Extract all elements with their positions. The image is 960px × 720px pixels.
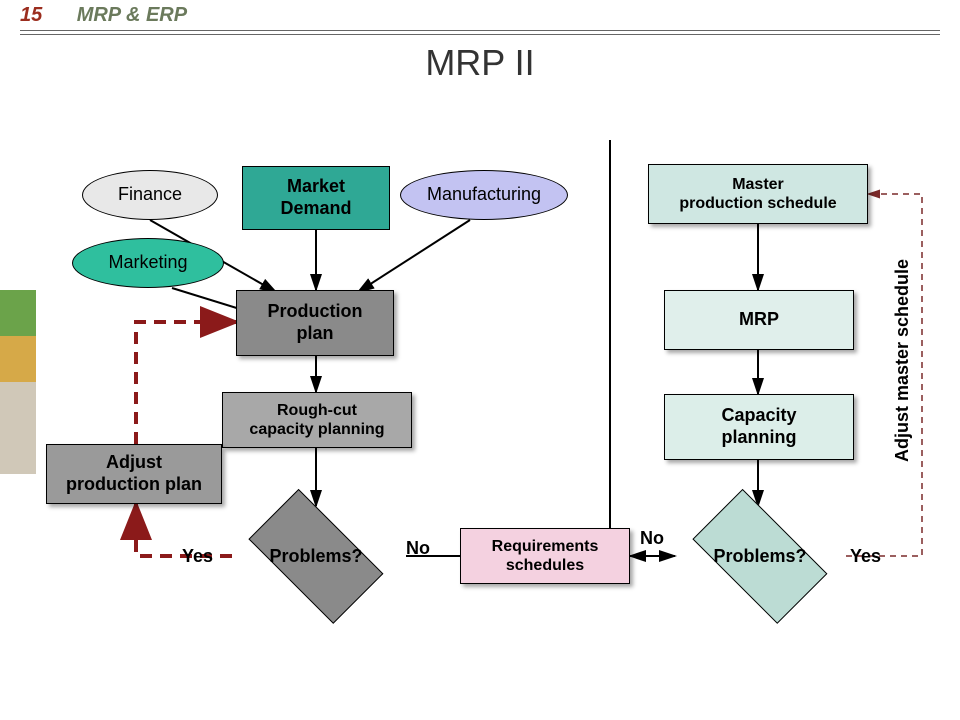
slide-header: 15 MRP & ERP bbox=[20, 4, 187, 27]
node-capacity: Capacityplanning bbox=[664, 394, 854, 460]
page-number: 15 bbox=[20, 4, 42, 26]
node-market_demand: MarketDemand bbox=[242, 166, 390, 230]
sidebar-accent-2 bbox=[0, 336, 36, 382]
chapter-title: MRP & ERP bbox=[77, 4, 187, 26]
node-roughcut: Rough-cutcapacity planning bbox=[222, 392, 412, 448]
label-yes_left: Yes bbox=[182, 546, 213, 567]
node-production: Productionplan bbox=[236, 290, 394, 356]
arrow-layer bbox=[0, 0, 960, 720]
slide-title: MRP II bbox=[0, 42, 960, 84]
sidebar-accent-1 bbox=[0, 290, 36, 336]
node-mrp: MRP bbox=[664, 290, 854, 350]
label-no_right: No bbox=[640, 528, 664, 549]
label-yes_right: Yes bbox=[850, 546, 881, 567]
node-req_sched: Requirementsschedules bbox=[460, 528, 630, 584]
diamond-problems_right: Problems? bbox=[675, 506, 845, 606]
node-mps: Masterproduction schedule bbox=[648, 164, 868, 224]
header-rule-1 bbox=[20, 30, 940, 31]
node-marketing: Marketing bbox=[72, 238, 224, 288]
diamond-problems_left: Problems? bbox=[231, 506, 401, 606]
node-adjust_prod: Adjustproduction plan bbox=[46, 444, 222, 504]
label-no_left: No bbox=[406, 538, 430, 559]
node-finance: Finance bbox=[82, 170, 218, 220]
sidebar-accent-3 bbox=[0, 382, 36, 474]
header-rule-2 bbox=[20, 34, 940, 35]
node-manufacturing: Manufacturing bbox=[400, 170, 568, 220]
label-adjust_ms: Adjust master schedule bbox=[892, 240, 913, 480]
